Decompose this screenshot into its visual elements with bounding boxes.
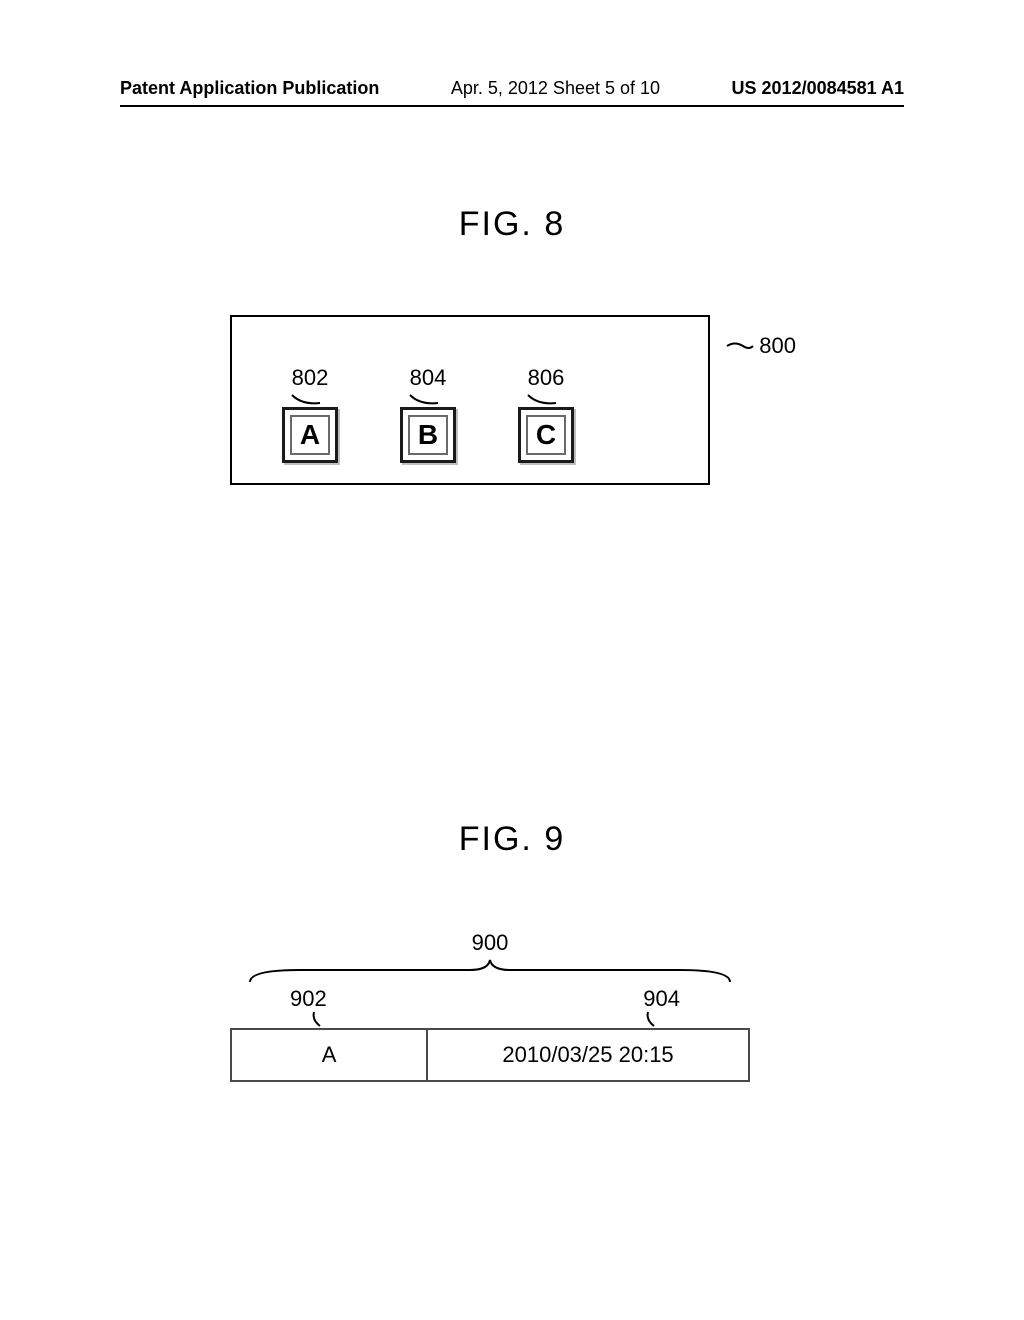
icon-letter-b: B — [418, 419, 438, 451]
table-cell-left: A — [232, 1030, 428, 1080]
icon-box-a: A — [282, 407, 338, 463]
ref-804: 804 — [410, 365, 447, 391]
lead-line-icon — [310, 1010, 330, 1028]
ref-800: 800 — [759, 333, 796, 359]
ref-802: 802 — [292, 365, 329, 391]
header-left: Patent Application Publication — [120, 78, 379, 99]
icon-letter-a: A — [300, 419, 320, 451]
page-header: Patent Application Publication Apr. 5, 2… — [120, 78, 904, 107]
ref-902: 902 — [290, 986, 327, 1012]
icon-box-c: C — [518, 407, 574, 463]
ref-900: 900 — [230, 930, 750, 956]
sub-ref-row: 902 904 — [230, 986, 750, 1012]
brace-icon — [240, 958, 740, 984]
figure-8-frame: 802 A 804 B 806 C — [230, 315, 710, 485]
icon-letter-c: C — [536, 419, 556, 451]
lead-line-icon — [725, 337, 755, 355]
header-center: Apr. 5, 2012 Sheet 5 of 10 — [451, 78, 660, 99]
sub-lead-row — [230, 1010, 750, 1028]
ref-800-callout: 800 — [725, 333, 796, 359]
lead-line-icon — [290, 393, 330, 407]
lead-line-icon — [526, 393, 566, 407]
figure-8: 802 A 804 B 806 C 800 — [230, 315, 710, 485]
lead-line-icon — [644, 1010, 664, 1028]
icon-column-a: 802 A — [282, 365, 338, 463]
ref-806: 806 — [528, 365, 565, 391]
figure-9: 900 902 904 A 2010/03/25 20:15 — [230, 930, 750, 1082]
figure-9-title: FIG. 9 — [459, 820, 565, 859]
icon-column-c: 806 C — [518, 365, 574, 463]
icon-column-b: 804 B — [400, 365, 456, 463]
header-right: US 2012/0084581 A1 — [732, 78, 904, 99]
ref-904: 904 — [643, 986, 680, 1012]
figure-8-title: FIG. 8 — [459, 205, 565, 244]
icon-box-b: B — [400, 407, 456, 463]
lead-line-icon — [408, 393, 448, 407]
figure-9-table: A 2010/03/25 20:15 — [230, 1028, 750, 1082]
table-cell-right: 2010/03/25 20:15 — [428, 1030, 748, 1080]
